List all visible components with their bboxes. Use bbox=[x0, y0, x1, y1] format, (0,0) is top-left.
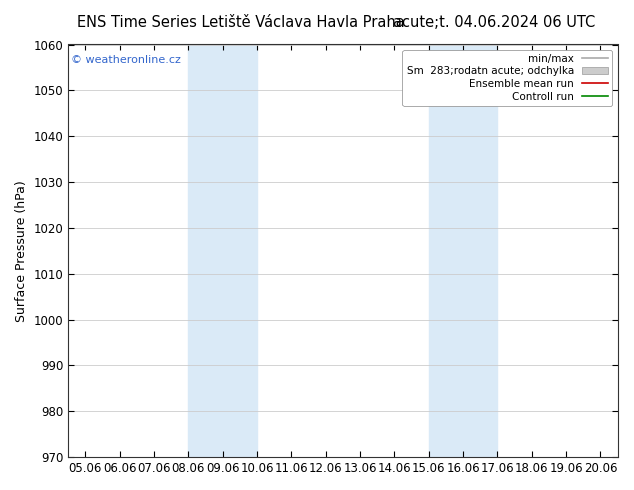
Text: acute;t. 04.06.2024 06 UTC: acute;t. 04.06.2024 06 UTC bbox=[393, 15, 596, 30]
Bar bbox=[429, 45, 498, 457]
Y-axis label: Surface Pressure (hPa): Surface Pressure (hPa) bbox=[15, 180, 28, 322]
Bar bbox=[188, 45, 257, 457]
Text: ENS Time Series Letiště Václava Havla Praha: ENS Time Series Letiště Václava Havla Pr… bbox=[77, 15, 404, 30]
Legend: min/max, Sm  283;rodatn acute; odchylka, Ensemble mean run, Controll run: min/max, Sm 283;rodatn acute; odchylka, … bbox=[403, 49, 612, 106]
Text: © weatheronline.cz: © weatheronline.cz bbox=[71, 55, 181, 65]
